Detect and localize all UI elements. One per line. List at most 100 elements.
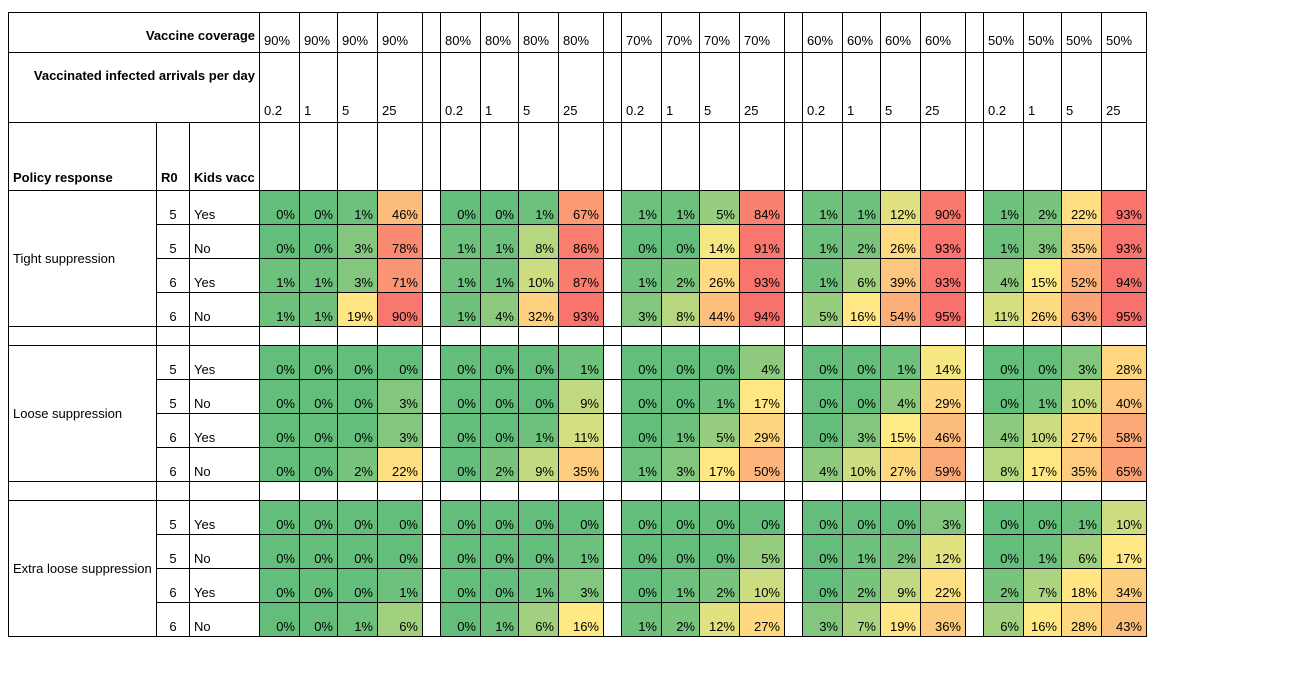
gap-cell [422,568,441,603]
arrivals-header-cell: 0.2 [621,52,662,123]
gap-cell [965,447,984,482]
table-row: 6 No 0% 0% 1% 6% 0% 1% 6% 16% 1% 2% 12% 27% 3% 7% 19% 36%… [9,602,1147,637]
gap-cell [603,413,622,448]
value-cell: 18% [1061,568,1102,603]
gap-cell [603,379,622,414]
gap-cell [422,379,441,414]
value-cell: 90% [377,292,423,327]
value-cell: 8% [983,447,1024,482]
value-cell: 2% [1023,190,1062,225]
r0-cell: 6 [156,447,190,482]
value-cell: 0% [621,534,662,569]
value-cell: 1% [440,224,481,259]
value-cell: 0% [802,413,843,448]
empty-cell [299,326,338,346]
value-cell: 6% [983,602,1024,637]
arrivals-header-cell: 25 [920,52,966,123]
value-cell: 0% [661,534,700,569]
empty-cell [440,481,481,501]
value-cell: 94% [739,292,785,327]
gap-cell [965,52,984,123]
value-cell: 93% [739,258,785,293]
empty-cell [156,326,190,346]
value-cell: 50% [739,447,785,482]
empty-cell [189,481,260,501]
value-cell: 0% [480,190,519,225]
gap-cell [422,345,441,380]
gap-cell [422,258,441,293]
value-cell: 19% [337,292,378,327]
value-cell: 65% [1101,447,1147,482]
gap-cell [965,190,984,225]
value-cell: 0% [440,190,481,225]
coverage-header-cell: 60% [920,12,966,53]
gap-cell [784,258,803,293]
value-cell: 0% [661,345,700,380]
r0-cell: 6 [156,602,190,637]
table-row: 5 No 0% 0% 3% 78% 1% 1% 8% 86% 0% 0% 14% 91% 1% 2% 26% 93… [9,224,1147,259]
empty-cell [337,122,378,191]
coverage-header-cell: 50% [1023,12,1062,53]
value-cell: 26% [699,258,740,293]
value-cell: 3% [377,379,423,414]
empty-cell [920,326,966,346]
value-cell: 11% [983,292,1024,327]
value-cell: 0% [480,500,519,535]
value-cell: 0% [621,500,662,535]
empty-cell [802,326,843,346]
r0-cell: 5 [156,534,190,569]
value-cell: 3% [377,413,423,448]
r0-cell: 6 [156,292,190,327]
value-cell: 9% [558,379,604,414]
value-cell: 40% [1101,379,1147,414]
value-cell: 0% [480,534,519,569]
empty-cell [802,122,843,191]
gap-cell [603,602,622,637]
kids-vacc-cell: No [189,602,260,637]
empty-cell [880,122,921,191]
arrivals-header-cell: 1 [480,52,519,123]
value-cell: 93% [920,258,966,293]
gap-cell [422,326,441,346]
value-cell: 1% [299,258,338,293]
value-cell: 7% [842,602,881,637]
gap-cell [965,602,984,637]
value-cell: 0% [377,345,423,380]
empty-cell [558,481,604,501]
r0-cell: 5 [156,190,190,225]
empty-cell [1023,122,1062,191]
empty-cell [621,481,662,501]
kids-vacc-cell: No [189,447,260,482]
value-cell: 0% [440,500,481,535]
value-cell: 2% [842,568,881,603]
value-cell: 1% [480,602,519,637]
coverage-header-cell: 90% [337,12,378,53]
value-cell: 12% [880,190,921,225]
value-cell: 0% [337,379,378,414]
value-cell: 0% [299,534,338,569]
table-row: 6 Yes 0% 0% 0% 1% 0% 0% 1% 3% 0% 1% 2% 10% 0% 2% 9% 22% 2%… [9,568,1147,603]
value-cell: 0% [337,534,378,569]
gap-cell [784,190,803,225]
empty-cell [480,481,519,501]
gap-cell [965,122,984,191]
empty-cell [739,122,785,191]
vaccine-coverage-table: Vaccine coverage 90% 90% 90% 90% 80% 80% 80% 80%… [8,12,1147,637]
value-cell: 0% [299,447,338,482]
value-cell: 0% [661,224,700,259]
gap-cell [603,12,622,53]
empty-cell [699,326,740,346]
value-cell: 17% [1101,534,1147,569]
r0-cell: 5 [156,345,190,380]
gap-cell [784,345,803,380]
value-cell: 0% [440,568,481,603]
value-cell: 3% [920,500,966,535]
value-cell: 1% [621,447,662,482]
value-cell: 3% [661,447,700,482]
value-cell: 29% [739,413,785,448]
value-cell: 17% [699,447,740,482]
table-row: 6 Yes 0% 0% 0% 3% 0% 0% 1% 11% 0% 1% 5% 29% 0% 3% 15% 46%… [9,413,1147,448]
value-cell: 4% [802,447,843,482]
value-cell: 67% [558,190,604,225]
value-cell: 1% [699,379,740,414]
